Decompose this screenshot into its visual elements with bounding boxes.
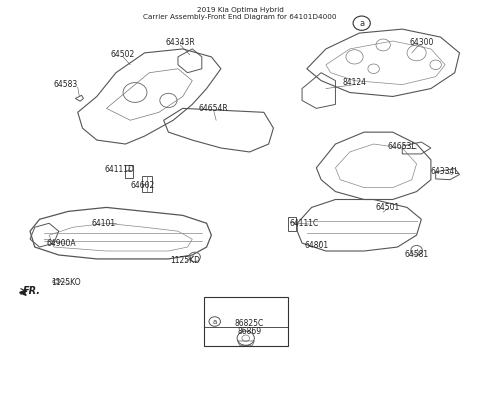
Text: 86869: 86869	[238, 326, 262, 336]
Text: 86825C: 86825C	[235, 319, 264, 328]
Text: 64501: 64501	[376, 203, 400, 212]
Text: 84124: 84124	[343, 78, 367, 87]
Text: 64583: 64583	[54, 80, 78, 89]
Text: 64343R: 64343R	[166, 38, 195, 47]
Text: a: a	[359, 19, 364, 28]
Text: 64602: 64602	[130, 181, 154, 190]
Text: 1125KD: 1125KD	[170, 257, 200, 265]
Text: 2019 Kia Optima Hybrid
Carrier Assembly-Front End Diagram for 64101D4000: 2019 Kia Optima Hybrid Carrier Assembly-…	[143, 7, 337, 20]
Text: FR.: FR.	[23, 286, 41, 296]
Polygon shape	[20, 290, 26, 295]
Text: 64502: 64502	[111, 50, 135, 59]
Text: 64111C: 64111C	[290, 219, 319, 228]
Text: 64300: 64300	[409, 38, 433, 47]
Text: 64654R: 64654R	[199, 104, 228, 113]
Text: 64653L: 64653L	[388, 142, 417, 150]
Text: 64581: 64581	[405, 251, 429, 259]
Text: 64111D: 64111D	[105, 165, 135, 174]
Text: 64801: 64801	[304, 241, 328, 249]
Text: 64334L: 64334L	[431, 167, 459, 176]
Text: a: a	[213, 318, 217, 324]
Text: 64101: 64101	[92, 219, 116, 228]
Text: 1125KO: 1125KO	[51, 278, 81, 287]
Bar	[204, 296, 288, 346]
Text: 64900A: 64900A	[46, 239, 76, 248]
